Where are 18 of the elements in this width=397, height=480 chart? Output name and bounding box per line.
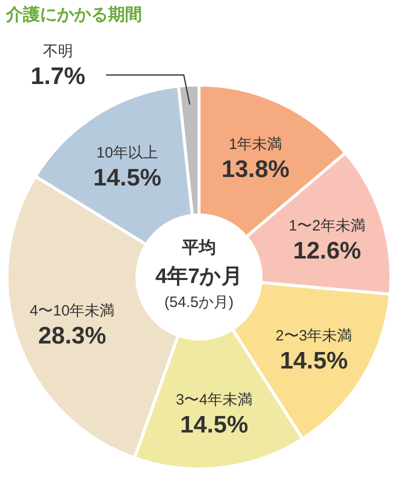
slice-label: 不明 bbox=[43, 43, 73, 60]
slice-label: 2〜3年未満 bbox=[276, 328, 352, 345]
data-label: 1.7% bbox=[30, 63, 86, 90]
chart-title: 介護にかかる期間 bbox=[5, 5, 142, 24]
text: 平均 bbox=[181, 238, 216, 257]
data-label: 28.3% bbox=[38, 322, 106, 350]
data-label: 14.5% bbox=[180, 412, 248, 439]
data-label: 14.5% bbox=[93, 164, 162, 192]
text: (54.5か月) bbox=[164, 294, 234, 311]
slice-label: 10年以上 bbox=[96, 144, 158, 162]
data-label: 13.8% bbox=[221, 156, 290, 184]
slice-label: 1〜2年未満 bbox=[288, 217, 366, 234]
data-label: 12.6% bbox=[293, 237, 362, 264]
text: 4年7か月 bbox=[155, 265, 243, 288]
data-label: 14.5% bbox=[280, 348, 348, 375]
slice-label: 3〜4年未満 bbox=[176, 392, 253, 409]
slice-label: 4〜10年未満 bbox=[30, 302, 115, 320]
slice-label: 1年未満 bbox=[228, 136, 282, 154]
